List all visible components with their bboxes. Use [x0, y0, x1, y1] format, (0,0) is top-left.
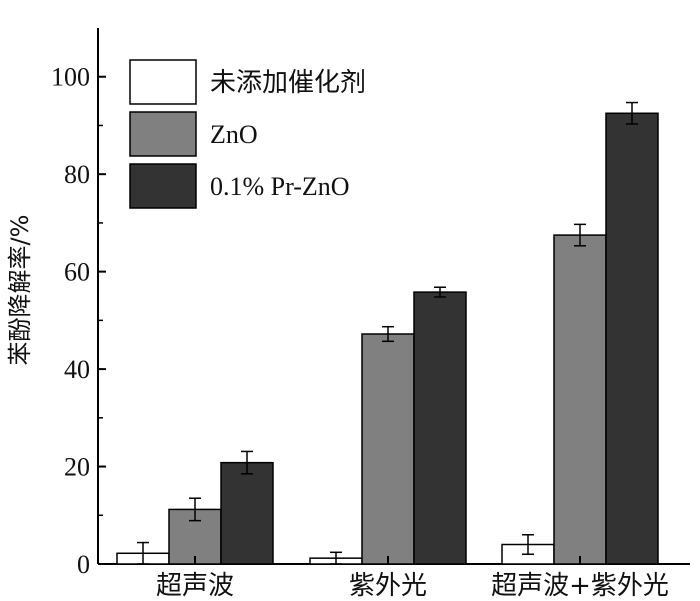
y-tick-label: 80	[64, 160, 90, 189]
legend-swatch	[129, 59, 197, 105]
y-tick-label: 40	[64, 355, 90, 384]
y-tick-label: 60	[64, 258, 90, 287]
x-tick-label: 超声波	[156, 571, 234, 601]
legend-label: ZnO	[210, 120, 258, 149]
plot-area: 0 20 40 60 80 100 超声波 紫外光 超声波+紫外光 未添加催化剂 ZnO 0.1% P…	[51, 28, 690, 601]
bar	[220, 461, 274, 565]
legend-label: 0.1% Pr-ZnO	[210, 172, 350, 201]
legend-swatch	[129, 111, 197, 157]
bar	[605, 112, 659, 565]
bar	[361, 333, 415, 565]
x-tick-label: 超声波+紫外光	[491, 571, 669, 601]
bar	[553, 234, 607, 565]
x-tick-label: 紫外光	[349, 571, 427, 601]
bar	[413, 291, 467, 565]
y-tick-label: 20	[64, 453, 90, 482]
legend-swatch	[129, 163, 197, 209]
y-tick-label: 0	[77, 550, 90, 579]
y-tick-label: 100	[51, 63, 90, 92]
legend-label: 未添加催化剂	[210, 68, 366, 98]
y-axis-label: 苯酚降解率/%	[6, 215, 34, 366]
